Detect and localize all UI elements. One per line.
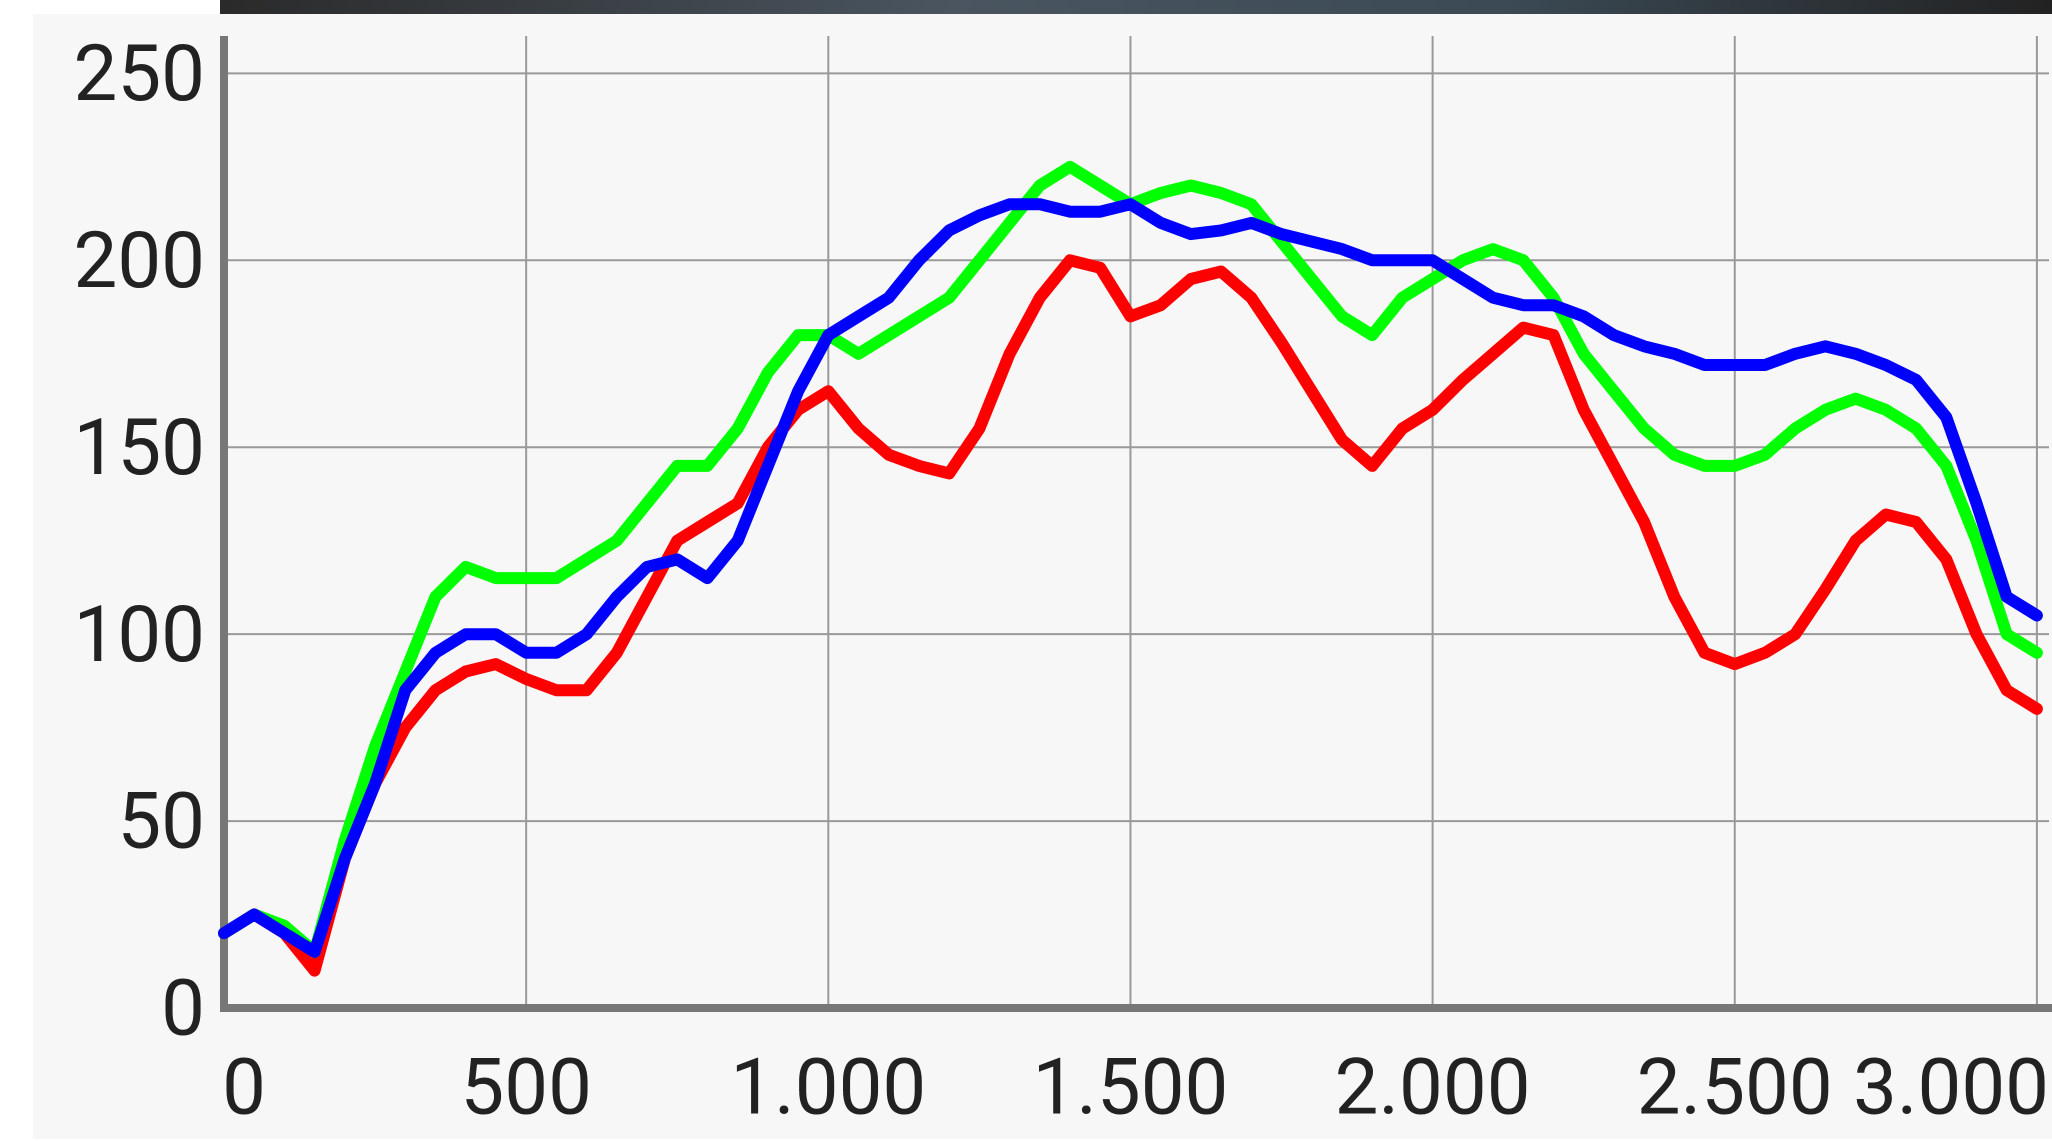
x-tick-label: 0 [222, 1043, 266, 1134]
x-tick-label: 1.500 [1032, 1043, 1228, 1134]
page: {"chart_data": {"type": "line", "x": [0,… [0, 0, 2052, 1141]
x-tick-label: 500 [460, 1043, 592, 1134]
y-tick-label: 100 [73, 590, 205, 681]
top-image-strip [220, 0, 2052, 14]
y-tick-label: 150 [73, 403, 205, 494]
x-tick-label: 3.000 [1853, 1043, 2049, 1134]
y-tick-label: 0 [161, 964, 205, 1055]
x-tick-label: 1.000 [730, 1043, 926, 1134]
y-tick-label: 200 [73, 216, 205, 307]
y-tick-label: 50 [117, 777, 205, 868]
x-tick-label: 2.500 [1637, 1043, 1833, 1134]
x-tick-label: 2.000 [1335, 1043, 1531, 1134]
chart: 0 50 100 150 200 250 0 500 1.000 1.500 2.000 2.5003… [0, 0, 2052, 1141]
y-tick-label: 250 [73, 29, 205, 120]
